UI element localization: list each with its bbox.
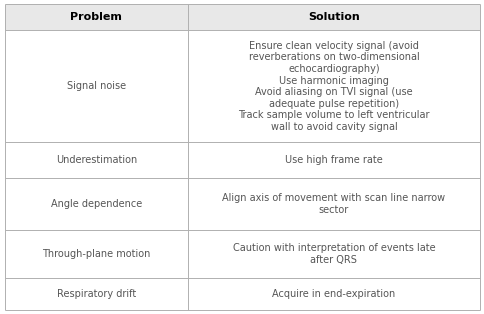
- Bar: [187, 143, 479, 178]
- Bar: [5, 230, 187, 278]
- Text: Signal noise: Signal noise: [67, 81, 126, 91]
- Text: Use high frame rate: Use high frame rate: [285, 155, 382, 165]
- Text: Angle dependence: Angle dependence: [51, 199, 142, 209]
- Text: Acquire in end-expiration: Acquire in end-expiration: [272, 289, 395, 299]
- Text: Align axis of movement with scan line narrow
sector: Align axis of movement with scan line na…: [222, 193, 445, 214]
- Text: Underestimation: Underestimation: [56, 155, 137, 165]
- Bar: [5, 30, 187, 143]
- Text: Problem: Problem: [70, 12, 122, 22]
- Bar: [187, 278, 479, 310]
- Text: Caution with interpretation of events late
after QRS: Caution with interpretation of events la…: [232, 243, 434, 265]
- Text: Ensure clean velocity signal (avoid
reverberations on two-dimensional
echocardio: Ensure clean velocity signal (avoid reve…: [238, 41, 429, 132]
- Bar: [5, 143, 187, 178]
- Text: Respiratory drift: Respiratory drift: [57, 289, 136, 299]
- Bar: [187, 230, 479, 278]
- Bar: [187, 30, 479, 143]
- Bar: [5, 4, 187, 30]
- Text: Through-plane motion: Through-plane motion: [42, 249, 151, 259]
- Bar: [5, 178, 187, 230]
- Bar: [187, 178, 479, 230]
- Text: Solution: Solution: [307, 12, 359, 22]
- Bar: [5, 278, 187, 310]
- Bar: [187, 4, 479, 30]
